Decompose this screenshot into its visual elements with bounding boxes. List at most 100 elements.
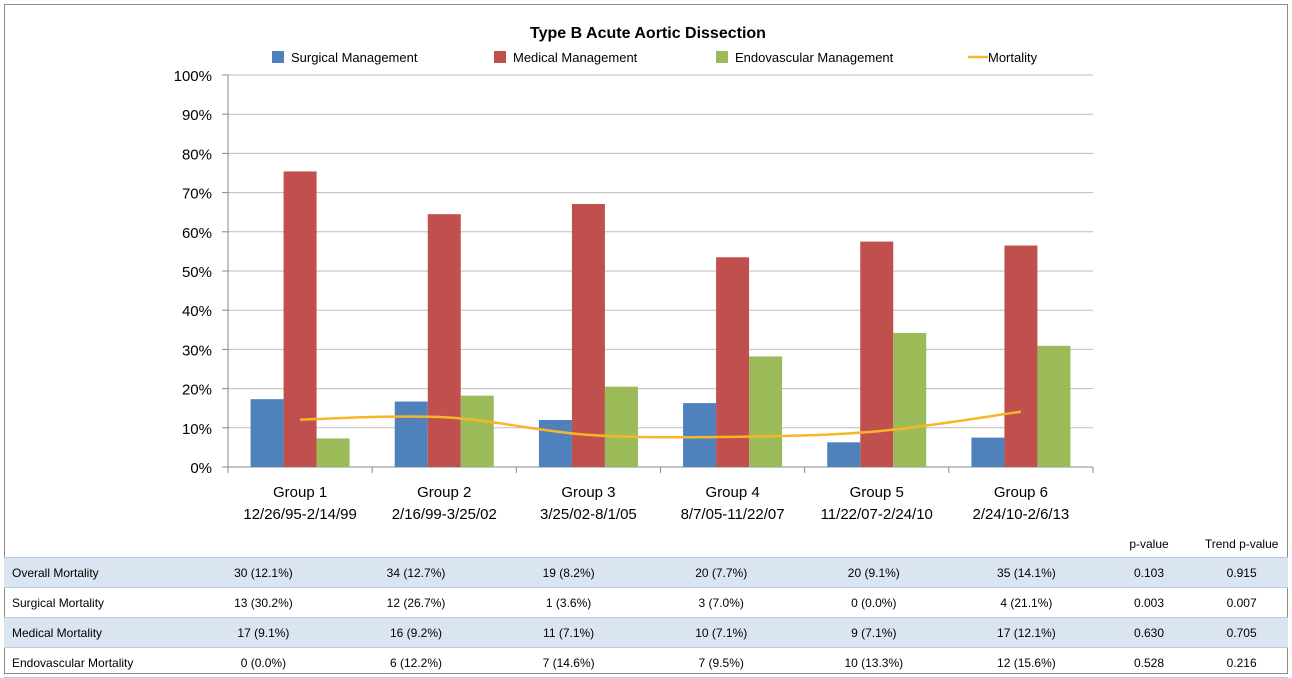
y-axis: 0% 10% 20% 30% 40% 50% 60% 70% 80% 90% 100% (174, 68, 229, 477)
legend-label: Surgical Management (291, 50, 418, 65)
y-tick-label: 40% (182, 303, 212, 320)
bar-endovascular-management (749, 356, 783, 467)
p-value-cell: 0.528 (1102, 647, 1196, 678)
bar-chart: Type B Acute Aortic Dissection Surgical … (174, 25, 1094, 523)
table-header-empty (645, 530, 798, 558)
bar-surgical-management (250, 399, 284, 467)
y-tick-label: 90% (182, 107, 212, 124)
table-header-empty (340, 530, 493, 558)
bar-surgical-management (394, 401, 428, 467)
table-cell: 10 (7.1%) (644, 617, 798, 648)
table-cell: 35 (14.1%) (950, 557, 1103, 588)
y-tick-label: 100% (174, 68, 212, 85)
y-tick-label: 0% (190, 460, 212, 477)
table-header-empty (492, 530, 645, 558)
table-cell: 11 (7.1%) (492, 617, 645, 648)
trend-p-value-cell: 0.705 (1195, 617, 1288, 648)
table-cell: 30 (12.1%) (187, 557, 340, 588)
bar-endovascular-management (460, 395, 494, 467)
legend-swatch (272, 51, 284, 63)
p-value-cell: 0.103 (1102, 557, 1196, 588)
table-cell: 12 (26.7%) (339, 587, 493, 618)
table-header-empty (950, 530, 1103, 558)
table-header-trend-p-value: Trend p-value (1204, 536, 1279, 551)
bar-surgical-management (683, 403, 717, 467)
table-cell: 13 (30.2%) (187, 587, 340, 618)
gridlines (228, 74, 1093, 468)
row-label: Surgical Mortality (4, 587, 188, 618)
mortality-table: p-value Trend p-value Overall Mortality … (4, 530, 1288, 678)
table-row: Endovascular Mortality 0 (0.0%) 6 (12.2%… (4, 647, 1288, 678)
bars (250, 171, 1071, 467)
bar-endovascular-management (316, 438, 350, 467)
x-tick-label: 11/22/07-2/24/10 (821, 506, 933, 523)
legend-label: Endovascular Management (735, 50, 894, 65)
bar-endovascular-management (1037, 345, 1071, 467)
table-cell: 4 (21.1%) (950, 587, 1103, 618)
legend-swatch (494, 51, 506, 63)
x-axis: Group 1 12/26/95-2/14/99 Group 2 2/16/99-3/… (227, 467, 1094, 523)
bar-surgical-management (971, 437, 1005, 467)
legend-label: Medical Management (513, 50, 638, 65)
table-cell: 7 (9.5%) (644, 647, 798, 678)
trend-p-value-cell: 0.216 (1195, 647, 1288, 678)
table-row: Overall Mortality 30 (12.1%) 34 (12.7%) … (4, 557, 1288, 588)
x-tick-label: Group 5 (850, 484, 904, 501)
x-tick-label: 8/7/05-11/22/07 (681, 506, 785, 523)
x-tick-label: Group 4 (705, 484, 759, 501)
table-cell: 17 (12.1%) (950, 617, 1103, 648)
table-cell: 7 (14.6%) (492, 647, 645, 678)
y-tick-label: 60% (182, 225, 212, 242)
trend-p-value-cell: 0.915 (1195, 557, 1288, 588)
table-cell: 17 (9.1%) (187, 617, 340, 648)
table-cell: 20 (9.1%) (797, 557, 951, 588)
y-tick-label: 30% (182, 342, 212, 359)
table-cell: 10 (13.3%) (797, 647, 951, 678)
table-cell: 0 (0.0%) (797, 587, 951, 618)
x-tick-label: Group 1 (273, 484, 327, 501)
table-header-row: p-value Trend p-value (4, 530, 1288, 558)
table-row: Medical Mortality 17 (9.1%) 16 (9.2%) 11… (4, 617, 1288, 648)
bar-medical-management (571, 203, 605, 467)
table-header-empty (187, 530, 340, 558)
y-tick-label: 80% (182, 146, 212, 163)
x-tick-label: 2/16/99-3/25/02 (392, 506, 497, 523)
x-tick-label: Group 3 (561, 484, 615, 501)
table-cell: 20 (7.7%) (644, 557, 798, 588)
row-label: Overall Mortality (4, 557, 188, 588)
bar-medical-management (716, 257, 750, 467)
table-cell: 34 (12.7%) (339, 557, 493, 588)
chart-legend: Surgical Management Medical Management End… (272, 50, 1038, 65)
y-tick-label: 50% (182, 264, 212, 281)
table-header-p-value: p-value (1129, 536, 1169, 551)
table-row: Surgical Mortality 13 (30.2%) 12 (26.7%)… (4, 587, 1288, 618)
table-cell: 19 (8.2%) (492, 557, 645, 588)
bar-surgical-management (538, 419, 572, 467)
x-tick-label: 12/26/95-2/14/99 (243, 506, 356, 523)
mortality-line-path (300, 410, 1022, 439)
x-tick-label: Group 6 (994, 484, 1048, 501)
x-tick-label: 2/24/10-2/6/13 (973, 506, 1070, 523)
table-header-empty (4, 530, 187, 558)
bar-medical-management (1004, 245, 1038, 467)
trend-p-value-cell: 0.007 (1195, 587, 1288, 618)
table-cell: 6 (12.2%) (339, 647, 493, 678)
x-tick-label: Group 2 (417, 484, 471, 501)
y-tick-label: 10% (182, 421, 212, 438)
bar-medical-management (427, 214, 461, 467)
legend-swatch (716, 51, 728, 63)
table-cell: 1 (3.6%) (492, 587, 645, 618)
y-tick-label: 70% (182, 186, 212, 203)
bar-endovascular-management (604, 386, 638, 467)
table-header-empty (798, 530, 951, 558)
table-cell: 16 (9.2%) (339, 617, 493, 648)
bar-surgical-management (827, 442, 861, 467)
chart-title: Type B Acute Aortic Dissection (530, 25, 766, 42)
p-value-cell: 0.003 (1102, 587, 1196, 618)
y-tick-label: 20% (182, 382, 212, 399)
table-cell: 3 (7.0%) (644, 587, 798, 618)
mortality-line (300, 410, 1022, 439)
row-label: Medical Mortality (4, 617, 188, 648)
table-cell: 9 (7.1%) (797, 617, 951, 648)
table-cell: 0 (0.0%) (187, 647, 340, 678)
